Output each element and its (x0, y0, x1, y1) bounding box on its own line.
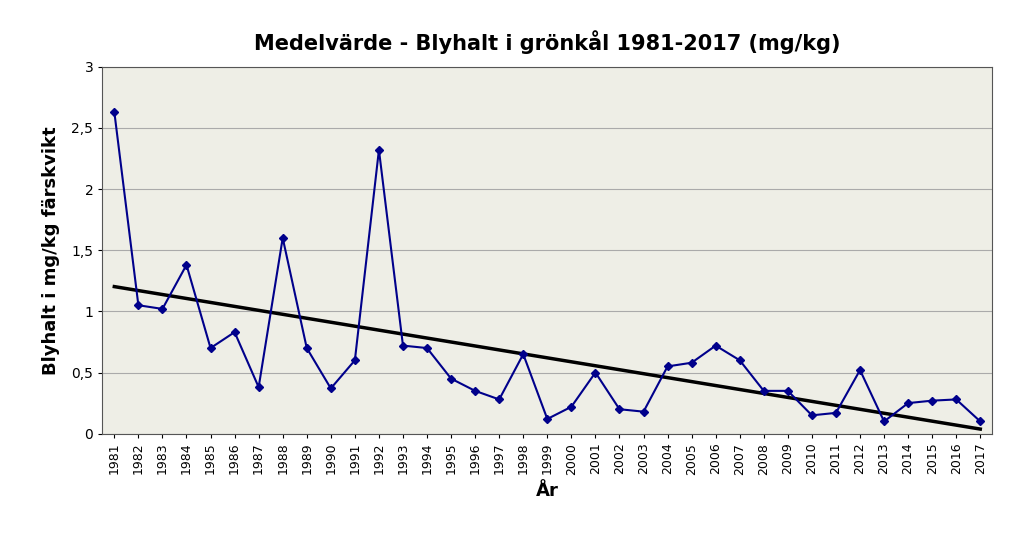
X-axis label: År: År (536, 481, 559, 499)
Y-axis label: Blyhalt i mg/kg färskvikt: Blyhalt i mg/kg färskvikt (42, 126, 60, 375)
Title: Medelvärde - Blyhalt i grönkål 1981-2017 (mg/kg): Medelvärde - Blyhalt i grönkål 1981-2017… (254, 30, 841, 54)
